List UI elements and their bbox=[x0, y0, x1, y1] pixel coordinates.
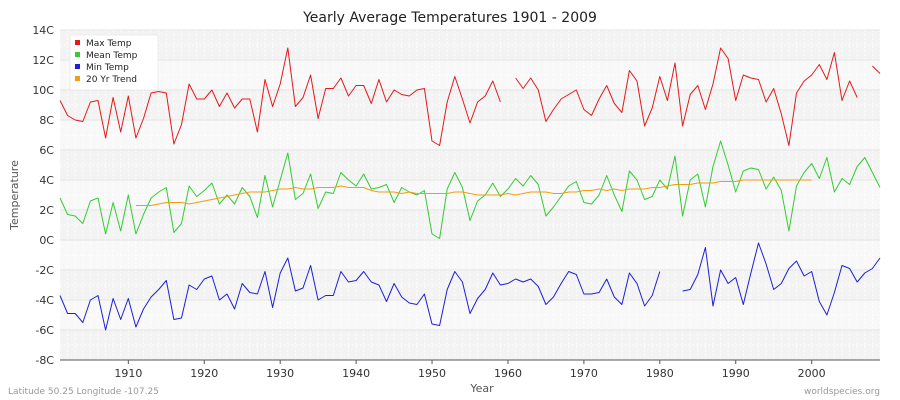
y-tick-label: 10C bbox=[32, 84, 54, 97]
legend-swatch-20yr-trend bbox=[75, 76, 80, 81]
x-tick-label: 1990 bbox=[722, 367, 750, 380]
x-tick-label: 1950 bbox=[418, 367, 446, 380]
series-line-min-temp bbox=[682, 242, 881, 316]
axes: 1910 1920 1930 1940 1950 1960 1970 1980 1990 2000… bbox=[32, 24, 880, 380]
y-tick-label: 4C bbox=[39, 174, 54, 187]
x-tick-label: 1960 bbox=[494, 367, 522, 380]
x-tick-label: 1920 bbox=[190, 367, 218, 380]
series-line-max-temp bbox=[515, 47, 858, 146]
legend-swatch-min-temp bbox=[75, 64, 80, 69]
y-tick-label: -2C bbox=[35, 264, 54, 277]
legend-label-min-temp: Min Temp bbox=[86, 63, 129, 73]
x-tick-label: 1970 bbox=[570, 367, 598, 380]
legend-label-max-temp: Max Temp bbox=[86, 39, 132, 49]
y-tick-label: 8C bbox=[39, 114, 54, 127]
legend-label-mean-temp: Mean Temp bbox=[86, 51, 138, 61]
footer-location: Latitude 50.25 Longitude -107.25 bbox=[8, 387, 159, 397]
y-tick-label: -8C bbox=[35, 354, 54, 367]
y-axis-label: Temperature bbox=[8, 160, 21, 231]
y-tick-label: -4C bbox=[35, 294, 54, 307]
grid-lines bbox=[59, 29, 881, 361]
y-tick-label: 12C bbox=[32, 54, 54, 67]
y-tick-label: 0C bbox=[39, 234, 54, 247]
legend-swatch-max-temp bbox=[75, 40, 80, 45]
x-tick-label: 1910 bbox=[114, 367, 142, 380]
x-tick-label: 1930 bbox=[266, 367, 294, 380]
footer-source: worldspecies.org bbox=[804, 387, 880, 397]
series-line-mean-temp bbox=[59, 140, 881, 239]
x-tick-label: 1940 bbox=[342, 367, 370, 380]
legend-label-20yr-trend: 20 Yr Trend bbox=[86, 75, 137, 85]
x-axis-label: Year bbox=[469, 382, 494, 395]
x-tick-label: 1980 bbox=[646, 367, 674, 380]
legend: Max Temp Mean Temp Min Temp 20 Yr Trend bbox=[69, 34, 159, 91]
chart-title: Yearly Average Temperatures 1901 - 2009 bbox=[302, 10, 597, 26]
x-tick-label: 2000 bbox=[798, 367, 826, 380]
y-tick-label: -6C bbox=[35, 324, 54, 337]
y-tick-label: 2C bbox=[39, 204, 54, 217]
series-line-min-temp bbox=[59, 257, 661, 331]
series-line-max-temp bbox=[59, 47, 501, 146]
series-line-max-temp bbox=[872, 65, 881, 74]
series-layer bbox=[59, 47, 881, 331]
y-tick-label: 6C bbox=[39, 144, 54, 157]
legend-box bbox=[69, 34, 159, 91]
series-line-20-yr-trend bbox=[135, 179, 812, 206]
y-tick-label: 14C bbox=[32, 24, 54, 37]
legend-swatch-mean-temp bbox=[75, 52, 80, 57]
